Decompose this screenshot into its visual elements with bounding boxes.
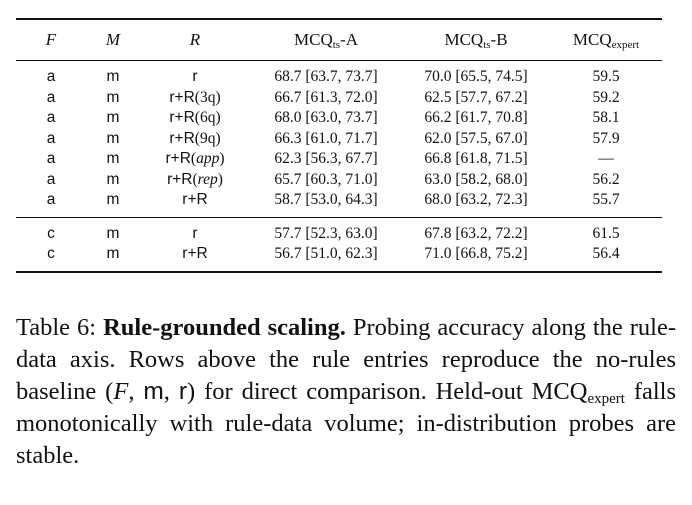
cell-mcq-b: 63.0 [58.2, 68.0] (424, 170, 528, 188)
cell-r: r+R(rep) (167, 170, 223, 188)
table-caption: Table 6: Rule-grounded scaling. Probing … (16, 314, 677, 469)
cell-mcq-a: 65.7 [60.3, 71.0] (274, 170, 378, 188)
cell-mcq-expert: — (598, 150, 614, 167)
cell-r: r (192, 68, 198, 85)
table-header: F M R MCQts-A MCQts-B MCQexpert (16, 20, 662, 60)
group-rule (16, 216, 662, 218)
cell-f: a (46, 170, 56, 188)
caption-text-1: Probing accuracy along the rule-data axi… (16, 314, 677, 405)
table-group-1: a m r 68.7 [63.7, 73.7] 70.0 [65.5, 74.5] 59.… (16, 67, 662, 211)
table-group-2: c m r 57.7 [52.3, 63.0] 67.8 [63.2, 72.2] 61.… (16, 224, 662, 265)
cell-mcq-a: 68.7 [63.7, 73.7] (274, 68, 378, 85)
cell-m: m (106, 109, 120, 126)
cell-mcq-a: 58.7 [53.0, 64.3] (274, 191, 378, 208)
top-rule (16, 18, 662, 20)
cell-r: r (192, 224, 198, 242)
table-row: a m r+R(app) 62.3 [56.3, 67.7] 66.8 [61.8, 7… (16, 149, 662, 170)
cell-mcq-b: 62.5 [57.7, 67.2] (424, 88, 528, 106)
cell-m: m (106, 68, 120, 85)
cell-m: m (106, 224, 120, 242)
cell-mcq-a: 62.3 [56.3, 67.7] (274, 150, 378, 167)
header-r: R (189, 30, 201, 49)
header-mcq-expert: MCQexpert (572, 30, 640, 51)
cell-r: r+R (182, 245, 208, 262)
table-row: c m r 57.7 [52.3, 63.0] 67.8 [63.2, 72.2] 61.… (16, 224, 662, 245)
cell-m: m (106, 191, 120, 208)
cell-mcq-a: 56.7 [51.0, 62.3] (274, 245, 378, 262)
cell-r: r+R(6q) (169, 109, 221, 126)
cell-m: m (106, 170, 120, 188)
cell-mcq-expert: 55.7 (592, 191, 620, 208)
cell-mcq-expert: 56.4 (592, 245, 620, 262)
results-table: F M R MCQts-A MCQts-B MCQexpert a m r 68.7 … (16, 18, 662, 273)
bottom-rule (16, 270, 662, 273)
table-row: a m r+R(6q) 68.0 [63.0, 73.7] 66.2 [61.7, 70… (16, 108, 662, 129)
table-row: a m r 68.7 [63.7, 73.7] 70.0 [65.5, 74.5] 59.… (16, 67, 662, 88)
cell-mcq-b: 66.2 [61.7, 70.8] (424, 109, 528, 126)
table-row: a m r+R(3q) 66.7 [61.3, 72.0] 62.5 [57.7, 67… (16, 88, 662, 109)
table-row: a m r+R(9q) 66.3 [61.0, 71.7] 62.0 [57.5, 67… (16, 129, 662, 150)
cell-f: a (46, 109, 56, 126)
cell-mcq-a: 66.3 [61.0, 71.7] (274, 129, 378, 147)
caption-text-2: ) for direct comparison. Held-out MCQ (187, 378, 588, 405)
table-row: a m r+R(rep) 65.7 [60.3, 71.0] 63.0 [58.2, 6… (16, 170, 662, 191)
cell-m: m (106, 88, 120, 106)
cell-mcq-expert: 57.9 (592, 129, 620, 147)
cell-r: r+R(9q) (169, 129, 221, 147)
cell-mcq-expert: 61.5 (592, 224, 620, 242)
cell-r: r+R(3q) (169, 88, 221, 106)
cell-mcq-b: 62.0 [57.5, 67.0] (424, 129, 528, 147)
caption-text-3: falls monotonically with rule-data volum… (16, 378, 677, 469)
table-row: c m r+R 56.7 [51.0, 62.3] 71.0 [66.8, 75.2] 5… (16, 244, 662, 265)
header-mcq-b: MCQts-B (444, 30, 508, 51)
cell-f: c (47, 224, 55, 242)
caption-label: Table 6: (16, 314, 97, 341)
cell-f: a (46, 191, 56, 208)
cell-f: a (46, 68, 56, 85)
header-rule (16, 60, 662, 61)
cell-mcq-b: 68.0 [63.2, 72.3] (424, 191, 528, 208)
cell-r: r+R (182, 191, 208, 208)
cell-r: r+R(app) (165, 150, 225, 167)
cell-m: m (106, 150, 120, 167)
cell-f: a (46, 88, 56, 106)
caption-title: Rule-grounded scaling. (103, 314, 346, 341)
header-m: M (105, 30, 121, 49)
table-row: a m r+R 58.7 [53.0, 64.3] 68.0 [63.2, 72.3] 5… (16, 190, 662, 211)
cell-mcq-b: 66.8 [61.8, 71.5] (424, 150, 528, 167)
cell-m: m (106, 245, 120, 262)
cell-f: a (46, 150, 56, 167)
cell-mcq-expert: 59.2 (592, 88, 620, 106)
cell-mcq-a: 68.0 [63.0, 73.7] (274, 109, 378, 126)
header-mcq-a: MCQts-A (293, 30, 359, 51)
cell-mcq-expert: 56.2 (592, 170, 620, 188)
cell-f: a (46, 129, 56, 147)
cell-mcq-expert: 58.1 (592, 109, 620, 126)
cell-mcq-a: 57.7 [52.3, 63.0] (274, 224, 378, 242)
cell-mcq-b: 70.0 [65.5, 74.5] (424, 68, 528, 85)
header-f: F (45, 30, 57, 49)
cell-f: c (47, 245, 55, 262)
cell-mcq-a: 66.7 [61.3, 72.0] (274, 88, 378, 106)
cell-mcq-b: 71.0 [66.8, 75.2] (424, 245, 528, 262)
cell-mcq-expert: 59.5 (592, 68, 620, 85)
cell-mcq-b: 67.8 [63.2, 72.2] (424, 224, 528, 242)
cell-m: m (106, 129, 120, 147)
